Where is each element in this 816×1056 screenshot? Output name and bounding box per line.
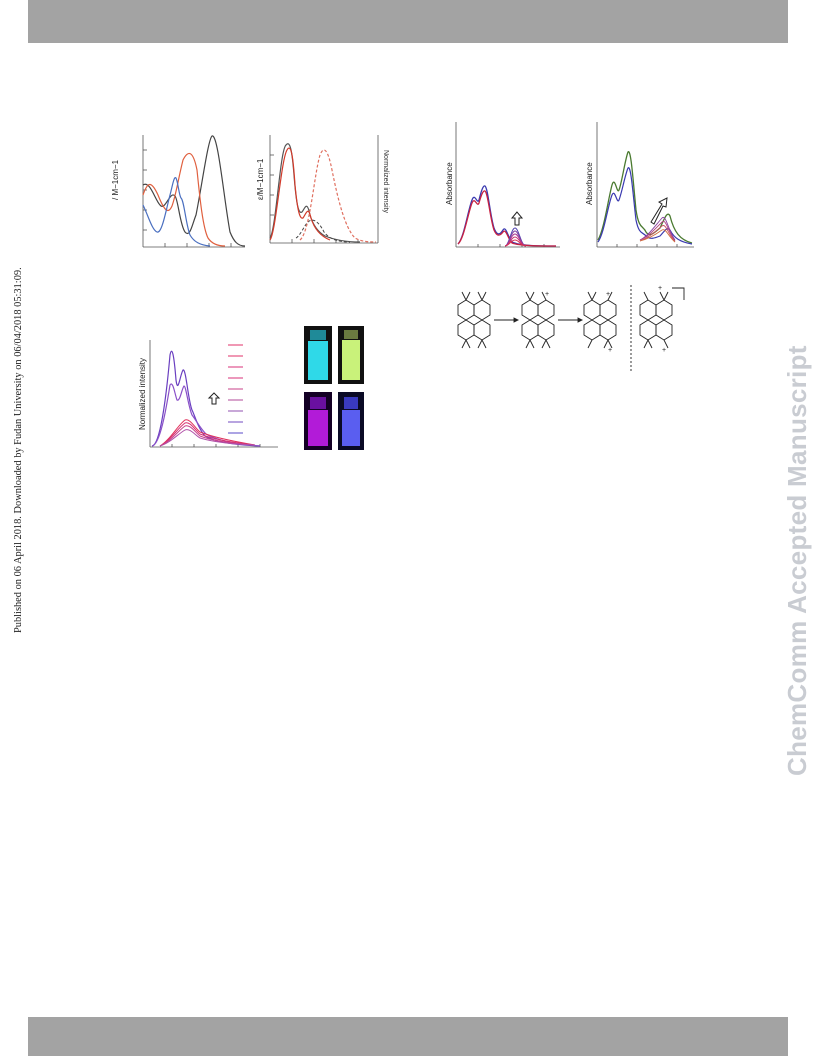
scheme-charge-3: +	[608, 347, 612, 354]
panel-d-ylabel: Absorbance	[445, 162, 454, 205]
panel-a-absorption-chart: / M−1cm−1	[111, 135, 246, 248]
molecule-1	[457, 291, 491, 349]
panel-e-absorbance-chart: Absorbance	[585, 122, 694, 248]
panel-b-ylabel: ε/M−1cm−1	[256, 158, 265, 200]
panel-b-absorption-emission-chart: ε/M−1cm−1 Normalized intensity	[256, 135, 389, 244]
scheme-charge-2: +	[606, 291, 610, 298]
molecule-4	[639, 291, 673, 349]
panel-b-ylabel2: Normalized intensity	[382, 150, 389, 214]
footer-bar	[28, 1017, 788, 1056]
panel-c-ylabel: Normalized intensity	[138, 358, 147, 430]
scheme-charge-4: +	[658, 285, 662, 292]
scheme-charge-5: +	[662, 347, 666, 354]
panel-d-absorbance-chart: Absorbance	[445, 122, 560, 248]
vial-photos	[304, 326, 364, 450]
panel-e-ylabel: Absorbance	[585, 162, 594, 205]
panel-c-emission-chart: Normalized intensity	[138, 340, 278, 448]
molecule-3	[583, 291, 617, 349]
scheme-charge-1: +	[545, 291, 549, 298]
molecule-2	[521, 291, 555, 349]
panel-a-ylabel: / M−1cm−1	[111, 159, 120, 200]
reaction-scheme	[457, 285, 685, 372]
header-bar	[28, 0, 788, 43]
